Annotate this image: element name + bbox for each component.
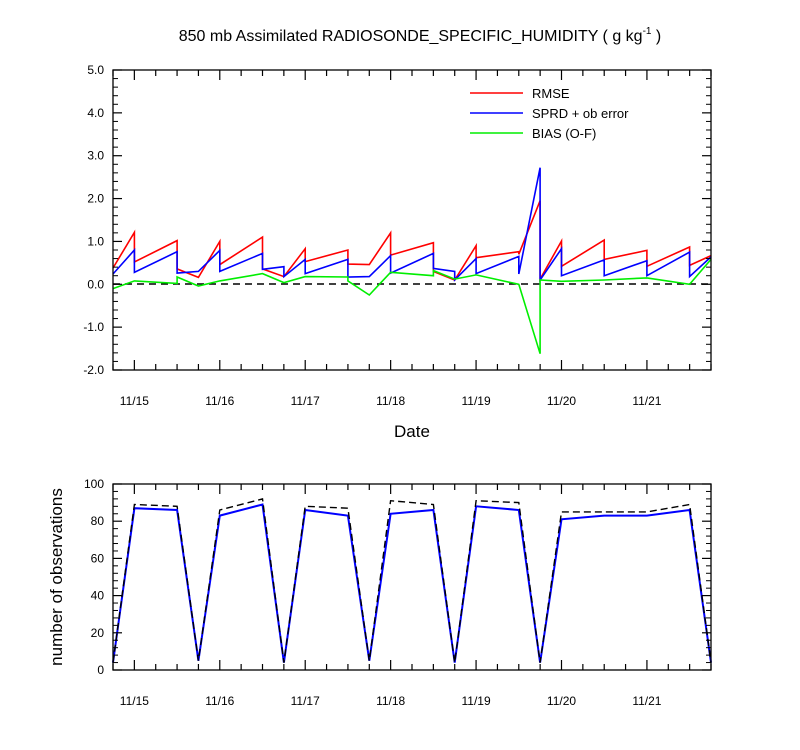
bottom-x-tick-label: 11/17 (291, 694, 320, 708)
bottom-y-tick-label: 0 (97, 663, 104, 677)
top-y-tick-label: 4.0 (87, 106, 104, 120)
bottom-x-tick-label: 11/20 (547, 694, 576, 708)
bottom-series-group (112, 498, 712, 663)
bottom-x-tick-label: 11/15 (120, 694, 149, 708)
chart-title: 850 mb Assimilated RADIOSONDE_SPECIFIC_H… (179, 26, 662, 45)
top-series-bias-o-f-line (112, 258, 712, 354)
bottom-x-tick-label: 11/16 (205, 694, 234, 708)
top-x-axis-title: Date (394, 422, 430, 441)
bottom-y-tick-label: 80 (91, 514, 105, 528)
legend-label-rmse: RMSE (532, 86, 570, 101)
legend-label-sprd: SPRD + ob error (532, 106, 629, 121)
bottom-y-axis: 0 20 40 60 80 100 (84, 477, 711, 677)
bottom-y-tick-label: 100 (84, 477, 104, 491)
top-x-tick-label: 11/18 (376, 394, 405, 408)
top-x-tick-label: 11/20 (547, 394, 576, 408)
top-y-tick-label: 0.0 (87, 277, 104, 291)
top-x-tick-label: 11/19 (462, 394, 491, 408)
top-x-tick-label: 11/15 (120, 394, 149, 408)
chart-title-main: 850 mb Assimilated RADIOSONDE_SPECIFIC_H… (179, 28, 643, 45)
top-y-axis: -2.0 -1.0 0.0 1.0 2.0 3.0 4.0 5.0 (83, 63, 711, 377)
bottom-y-axis-title: number of observations (47, 488, 66, 666)
bottom-y-tick-label: 40 (91, 589, 105, 603)
top-y-tick-label: 1.0 (87, 234, 104, 248)
top-y-tick-label: -2.0 (83, 363, 104, 377)
top-x-tick-label: 11/17 (291, 394, 320, 408)
top-x-tick-label: 11/16 (205, 394, 234, 408)
bottom-plot-frame (112, 483, 712, 671)
bottom-y-tick-label: 20 (91, 626, 105, 640)
bottom-x-tick-label: 11/21 (632, 694, 661, 708)
bottom-y-tick-label: 60 (91, 551, 105, 565)
bottom-x-axis: 11/15 11/16 11/17 11/18 11/19 11/20 11/21 (112, 484, 712, 708)
bottom-x-tick-label: 11/19 (462, 694, 491, 708)
top-y-tick-label: 5.0 (87, 63, 104, 77)
bottom-series-possible-line (112, 498, 712, 663)
top-y-tick-label: 2.0 (87, 192, 104, 206)
legend: RMSE SPRD + ob error BIAS (O-F) (470, 86, 629, 141)
top-y-tick-label: -1.0 (83, 320, 104, 334)
chart-title-exponent: -1 (643, 26, 652, 37)
legend-label-bias: BIAS (O-F) (532, 126, 596, 141)
top-panel: -2.0 -1.0 0.0 1.0 2.0 3.0 4.0 5.0 11/15 11/16 11/… (83, 63, 712, 441)
chart-title-suffix: ) (651, 28, 661, 45)
top-series-sprd-ob-error-line (112, 167, 712, 283)
top-x-tick-label: 11/21 (632, 394, 661, 408)
bottom-x-tick-label: 11/18 (376, 694, 405, 708)
top-plot-frame (112, 69, 712, 371)
top-y-tick-label: 3.0 (87, 149, 104, 163)
top-series-rmse-line (112, 200, 712, 283)
top-series-group (112, 167, 712, 354)
